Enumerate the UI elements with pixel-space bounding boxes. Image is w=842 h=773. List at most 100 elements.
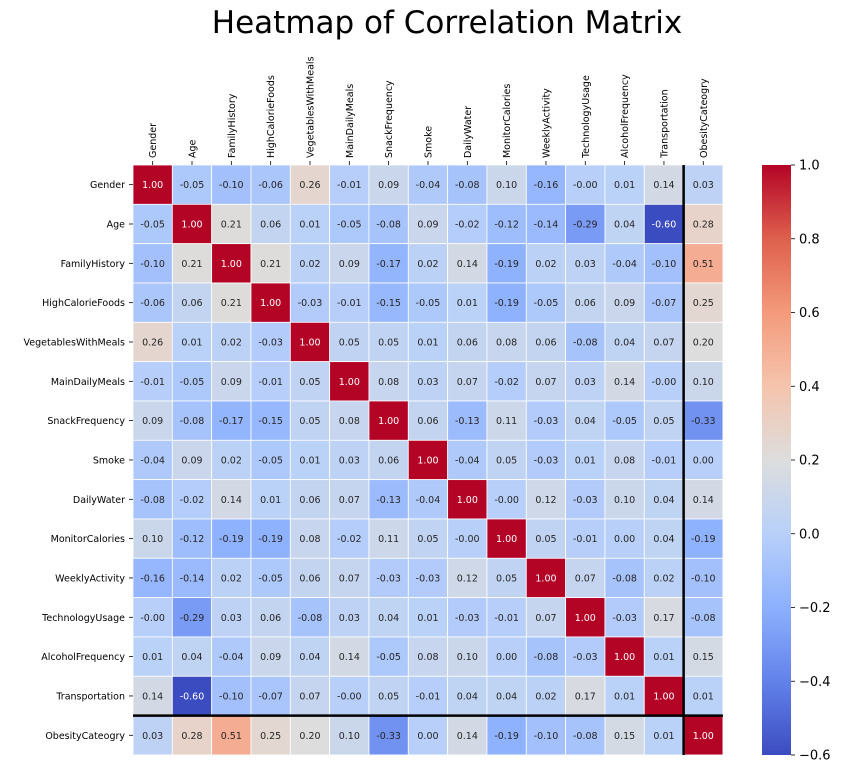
- heatmap-cell-value: 0.07: [535, 613, 556, 624]
- heatmap-cell: [368, 203, 409, 245]
- heatmap-cell-value: -0.05: [612, 416, 637, 427]
- heatmap-cell-value: 0.02: [221, 455, 242, 466]
- y-tick-label: VegetablesWithMeals: [23, 337, 125, 348]
- x-tick-label: Gender: [148, 123, 159, 158]
- heatmap-cell: [171, 479, 213, 520]
- heatmap-cell-value: 0.01: [260, 495, 281, 506]
- heatmap-cell-value: -0.05: [140, 219, 165, 230]
- colorbar-tick-label: −0.6: [799, 749, 831, 764]
- heatmap-cell-value: -0.01: [258, 377, 283, 388]
- heatmap-cell: [250, 675, 291, 717]
- heatmap-cell-value: -0.03: [573, 495, 598, 506]
- heatmap-cell: [329, 321, 370, 363]
- heatmap-cell: [289, 282, 331, 323]
- heatmap-cell-value: 0.14: [221, 495, 242, 506]
- heatmap-cell-value: 0.05: [417, 534, 438, 545]
- heatmap-cell: [683, 675, 724, 717]
- heatmap-cell: [604, 715, 645, 756]
- heatmap-cell-value: 0.01: [181, 337, 202, 348]
- heatmap-cell: [368, 243, 409, 284]
- heatmap-cell-value: -0.05: [180, 377, 205, 388]
- x-tick-label: DailyWater: [463, 106, 474, 158]
- heatmap-cell: [329, 164, 370, 205]
- heatmap-cell: [486, 518, 527, 559]
- y-tick-label: SnackFrequency: [47, 416, 125, 427]
- heatmap-cell-value: 1.00: [339, 377, 360, 388]
- heatmap-cell: [604, 203, 645, 245]
- heatmap-cell-value: -0.03: [376, 573, 401, 584]
- heatmap-cell-value: 1.00: [221, 259, 242, 270]
- colorbar-tick-label: −0.4: [799, 675, 831, 690]
- heatmap-cell-value: 0.14: [457, 731, 478, 742]
- heatmap-cell-value: -0.01: [337, 298, 362, 309]
- heatmap-cell-value: 0.01: [614, 180, 635, 191]
- heatmap-cell-value: -0.03: [534, 416, 559, 427]
- heatmap-cell: [683, 243, 724, 284]
- heatmap-cell: [486, 439, 527, 481]
- heatmap-cell-value: -0.06: [258, 180, 283, 191]
- heatmap-cell-value: 0.00: [693, 455, 714, 466]
- heatmap-cell: [447, 282, 488, 323]
- heatmap-cell: [132, 164, 173, 205]
- heatmap-cell-value: 0.00: [417, 731, 438, 742]
- heatmap-cell-value: 0.04: [378, 613, 399, 624]
- heatmap-cell-value: -0.05: [416, 298, 441, 309]
- heatmap-cell-value: 0.05: [535, 534, 556, 545]
- heatmap-cell: [211, 439, 252, 481]
- heatmap-cell: [171, 557, 213, 599]
- heatmap-cell: [683, 557, 724, 599]
- heatmap-cell: [171, 164, 213, 205]
- heatmap-cell-value: 0.01: [693, 691, 714, 702]
- y-tick-label: TechnologyUsage: [41, 613, 125, 624]
- heatmap-cell-value: 0.09: [378, 180, 399, 191]
- heatmap-cell: [250, 715, 291, 756]
- heatmap-cell: [643, 361, 685, 402]
- heatmap-cell: [368, 361, 409, 402]
- heatmap-cell: [447, 243, 488, 284]
- heatmap-cell-value: -0.01: [573, 534, 598, 545]
- heatmap-cell-value: -0.14: [534, 219, 559, 230]
- heatmap-cell: [132, 557, 173, 599]
- heatmap-cell-value: 1.00: [575, 613, 596, 624]
- heatmap-cell: [407, 361, 449, 402]
- heatmap-cell-value: -0.14: [180, 573, 205, 584]
- heatmap-cell: [565, 675, 606, 717]
- heatmap-cell: [486, 361, 527, 402]
- heatmap-cell-value: 0.03: [339, 455, 360, 466]
- heatmap-cell-value: 0.04: [653, 534, 674, 545]
- heatmap-cell-value: 0.02: [221, 337, 242, 348]
- heatmap-cell: [565, 243, 606, 284]
- heatmap-cell: [643, 203, 685, 245]
- heatmap-cell-value: 0.06: [457, 337, 478, 348]
- heatmap-cell: [132, 675, 173, 717]
- heatmap-cell: [486, 321, 527, 363]
- heatmap-cell-value: -0.08: [140, 495, 165, 506]
- x-tick-label: Smoke: [423, 126, 434, 158]
- heatmap-cell-value: 0.17: [575, 691, 596, 702]
- heatmap-cell: [211, 636, 252, 677]
- heatmap-cell: [407, 203, 449, 245]
- heatmap-cell-value: 0.11: [378, 534, 399, 545]
- heatmap-cell-value: -0.19: [494, 731, 519, 742]
- heatmap-cell: [407, 715, 449, 756]
- heatmap-cell-value: 0.10: [614, 495, 635, 506]
- heatmap-cell-value: -0.02: [455, 219, 480, 230]
- heatmap-cell: [211, 203, 252, 245]
- heatmap-cell: [132, 636, 173, 677]
- heatmap-cell-value: 0.02: [221, 573, 242, 584]
- heatmap-cell-value: 0.05: [299, 416, 320, 427]
- y-tick-label: MainDailyMeals: [51, 377, 125, 388]
- x-tick-label: AlcoholFrequency: [620, 74, 631, 158]
- heatmap-cell-value: -0.00: [573, 180, 598, 191]
- heatmap-cell: [368, 479, 409, 520]
- heatmap-cell-value: -0.04: [612, 259, 637, 270]
- heatmap-cell-value: 0.05: [653, 416, 674, 427]
- heatmap-cell-value: -0.10: [691, 573, 716, 584]
- heatmap-cell-value: -0.07: [258, 691, 283, 702]
- heatmap-cell-value: -0.33: [691, 416, 716, 427]
- heatmap-cell: [171, 715, 213, 756]
- heatmap-cell: [565, 321, 606, 363]
- heatmap-cell: [525, 597, 567, 638]
- colorbar-tick-label: 0.2: [799, 454, 820, 469]
